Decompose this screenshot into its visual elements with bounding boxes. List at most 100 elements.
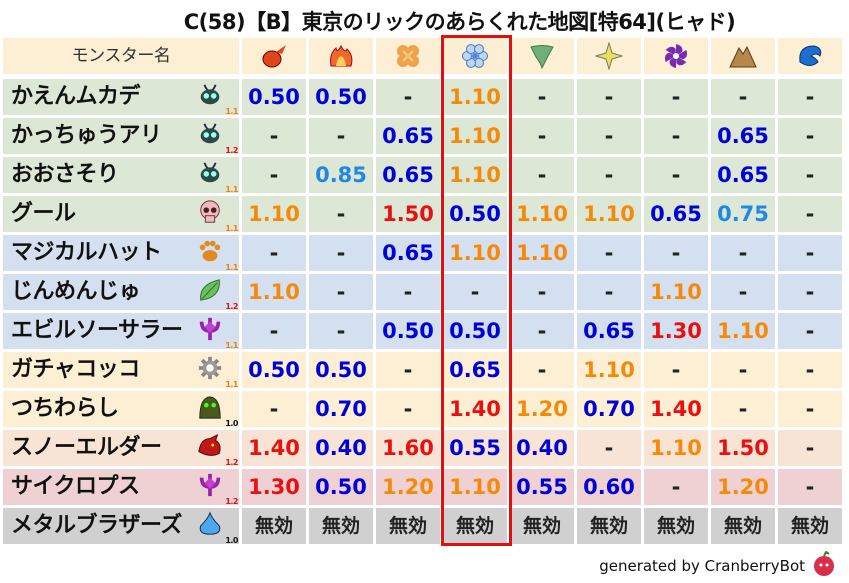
- monster-name: ガチャコッコ: [11, 357, 140, 382]
- resistance-value: 1.10: [577, 352, 641, 388]
- resistance-value: -: [242, 391, 306, 427]
- resistance-value: -: [242, 157, 306, 193]
- resistance-value: 0.55: [510, 469, 574, 505]
- monster-name: メタルブラザーズ: [11, 513, 182, 538]
- resistance-value: 0.75: [711, 196, 775, 232]
- explosion-icon: [397, 45, 419, 67]
- resistance-value: 無効: [443, 508, 507, 544]
- resistance-value: -: [309, 235, 373, 271]
- table-row: グール 1.1 1.10-1.50 0.50 1.10 1.10 0.65 0.75-: [3, 196, 842, 233]
- resistance-value: 1.10: [242, 274, 306, 310]
- monster-name: スノーエルダー: [11, 435, 162, 460]
- resistance-value: -: [711, 79, 775, 115]
- monster-name-cell: じんめんじゅ 1.2: [3, 274, 239, 311]
- monster-level: 1.2: [225, 497, 238, 506]
- resistance-value: -: [577, 79, 641, 115]
- monster-name: かっちゅうアリ: [11, 123, 162, 148]
- resistance-value: 0.50: [309, 352, 373, 388]
- monster-level: 1.0: [225, 536, 238, 545]
- flame-icon: [330, 44, 353, 67]
- resistance-value: -: [644, 157, 708, 193]
- resistance-value: 1.20: [376, 469, 440, 505]
- monster-name-cell: おおさそり 1.1: [3, 157, 239, 194]
- wind-icon: [530, 45, 554, 70]
- resistance-value: 1.50: [711, 430, 775, 466]
- resistance-value: -: [644, 469, 708, 505]
- resistance-value: 1.10: [443, 157, 507, 193]
- resistance-value: -: [644, 352, 708, 388]
- bug-icon: [200, 123, 220, 144]
- resistance-value: -: [778, 79, 842, 115]
- resistance-value: -: [309, 118, 373, 154]
- resistance-value: 無効: [577, 508, 641, 544]
- monster-level: 1.0: [225, 419, 238, 428]
- resistance-value: 1.40: [242, 430, 306, 466]
- resistance-value: 1.10: [443, 235, 507, 271]
- resistance-value: -: [510, 118, 574, 154]
- trident-icon: [199, 317, 221, 341]
- monster-level: 1.1: [225, 380, 238, 389]
- leaf-icon: [200, 279, 220, 301]
- resistance-value: 0.50: [309, 469, 373, 505]
- monster-name: つちわらし: [11, 396, 119, 421]
- resistance-value: 0.70: [577, 391, 641, 427]
- column-header-element: [577, 38, 641, 74]
- resistance-value: 0.50: [242, 352, 306, 388]
- fireball-icon: [262, 45, 286, 68]
- resistance-value: 無効: [309, 508, 373, 544]
- resistance-value: 無効: [376, 508, 440, 544]
- column-header-element: [376, 38, 440, 74]
- resistance-value: -: [309, 313, 373, 349]
- resistance-value: 0.50: [376, 313, 440, 349]
- monster-level: 1.1: [225, 263, 238, 272]
- monster-name: マジカルハット: [11, 240, 162, 265]
- slime-icon: [199, 511, 221, 535]
- resistance-value: 1.10: [711, 313, 775, 349]
- column-header-element: [644, 38, 708, 74]
- resistance-value: -: [644, 235, 708, 271]
- resistance-value: 1.10: [577, 196, 641, 232]
- monster-name: エビルソーサラー: [11, 318, 183, 343]
- resistance-value: -: [577, 274, 641, 310]
- resistance-value: 1.40: [443, 391, 507, 427]
- resistance-value: -: [376, 274, 440, 310]
- resistance-value: 0.65: [443, 352, 507, 388]
- resistance-value: 1.10: [644, 274, 708, 310]
- resistance-value: 1.40: [644, 391, 708, 427]
- resistance-value: 1.20: [510, 391, 574, 427]
- resistance-value: 1.10: [510, 196, 574, 232]
- dark-icon: [665, 44, 687, 68]
- resistance-value: 0.50: [443, 196, 507, 232]
- resistance-value: 無効: [711, 508, 775, 544]
- resistance-value: -: [778, 196, 842, 232]
- blob-icon: [199, 396, 221, 419]
- resistance-value: -: [711, 274, 775, 310]
- page-title: C(58)【B】東京のリックのあらくれた地図[特64](ヒャド): [183, 10, 736, 34]
- monster-name-cell: スノーエルダー 1.2: [3, 430, 239, 467]
- resistance-value: 無効: [644, 508, 708, 544]
- resistance-value: -: [778, 274, 842, 310]
- trident-icon: [199, 473, 221, 497]
- table-row: かっちゅうアリ 1.2- -0.65 1.10- - -0.65-: [3, 118, 842, 155]
- resistance-value: 0.85: [309, 157, 373, 193]
- resistance-value: -: [242, 118, 306, 154]
- resistance-value: 0.65: [577, 313, 641, 349]
- resistance-value: -: [711, 235, 775, 271]
- skull-icon: [200, 200, 220, 223]
- footer-credit: generated by CranberryBot: [599, 557, 805, 575]
- monster-level: 1.1: [225, 341, 238, 350]
- monster-name-cell: エビルソーサラー 1.1: [3, 313, 239, 350]
- resistance-value: 1.50: [376, 196, 440, 232]
- resistance-table: モンスター名 かえんムカデ 1.1 0.50 0.50-1.10- - - - - かっちゅうアリ…: [3, 38, 842, 547]
- monster-name-cell: メタルブラザーズ 1.0: [3, 508, 239, 545]
- resistance-value: -: [778, 157, 842, 193]
- column-header-element: [711, 38, 775, 74]
- resistance-value: 0.40: [510, 430, 574, 466]
- resistance-value: -: [510, 352, 574, 388]
- resistance-value: 1.60: [376, 430, 440, 466]
- monster-name-cell: かえんムカデ 1.1: [3, 79, 239, 116]
- resistance-value: -: [778, 469, 842, 505]
- header-row: モンスター名: [3, 38, 842, 74]
- resistance-value: 0.50: [309, 79, 373, 115]
- column-header-element: [443, 38, 507, 74]
